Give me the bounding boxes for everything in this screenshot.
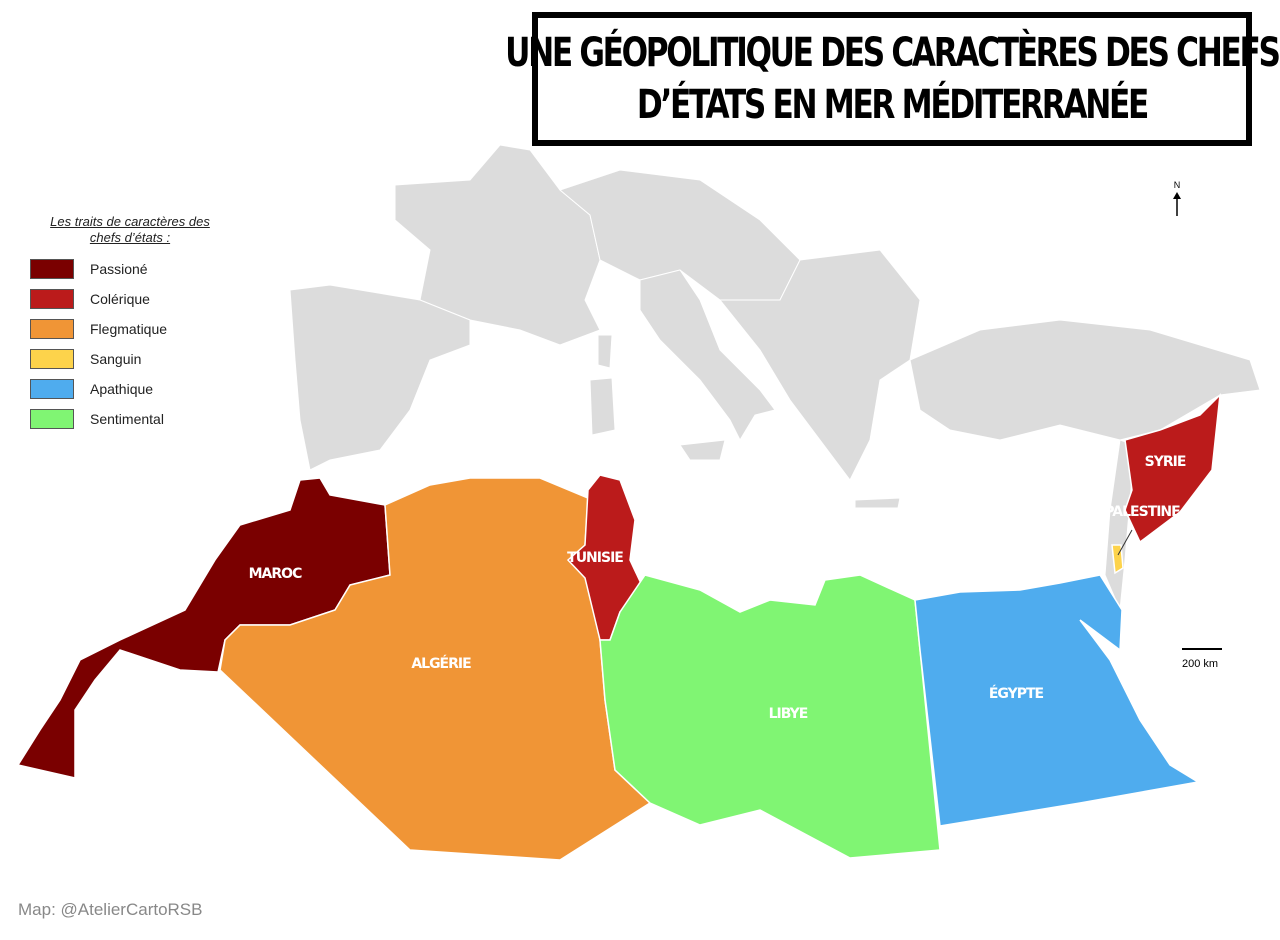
- land-iberia: [289, 284, 471, 471]
- legend: Les traits de caractères des chefs d’éta…: [30, 214, 230, 434]
- country-labels: MAROC ALGÉRIE TUNISIE LIBYE ÉGYPTE SYRIE…: [249, 454, 1187, 722]
- legend-title-2: chefs d’états :: [89, 230, 171, 245]
- scale-bar: 200 km: [1182, 648, 1222, 670]
- legend-swatch: [30, 379, 74, 399]
- label-maroc: MAROC: [249, 566, 302, 582]
- legend-label: Apathique: [90, 381, 154, 397]
- legend-label: Sentimental: [90, 411, 164, 427]
- land-crete: [854, 497, 901, 509]
- scale-line: [1182, 648, 1222, 650]
- land-sicily: [679, 439, 726, 461]
- label-palestine: PALESTINE: [1104, 504, 1180, 520]
- country-algerie: [219, 477, 652, 861]
- label-libye: LIBYE: [769, 706, 808, 722]
- land-balkans: [718, 249, 921, 481]
- legend-item: Colérique: [30, 284, 230, 314]
- legend-label: Sanguin: [90, 351, 142, 367]
- label-egypte: ÉGYPTE: [989, 685, 1044, 702]
- label-tunisie: TUNISIE: [567, 550, 623, 566]
- legend-item: Sentimental: [30, 404, 230, 434]
- legend-swatch: [30, 259, 74, 279]
- map-credit: Map: @AtelierCartoRSB: [18, 900, 203, 919]
- europe-background-land: [289, 144, 1261, 611]
- legend-swatch: [30, 289, 74, 309]
- legend-label: Passioné: [90, 261, 148, 277]
- title-line-1: UNE GÉOPOLITIQUE DES CARACTÈRES DES CHEF…: [505, 30, 1280, 76]
- country-egypte: [914, 574, 1201, 827]
- land-italy: [639, 269, 776, 442]
- land-corsica: [597, 334, 613, 369]
- country-syrie: [1124, 392, 1221, 544]
- legend-label: Flegmatique: [90, 321, 168, 337]
- title-line-2: D’ÉTATS EN MER MÉDITERRANÉE: [636, 82, 1149, 128]
- north-arrow-icon: [1173, 192, 1181, 216]
- scale-label: 200 km: [1182, 658, 1219, 670]
- legend-swatch: [30, 409, 74, 429]
- land-france: [394, 144, 601, 346]
- legend-item: Flegmatique: [30, 314, 230, 344]
- legend-label: Colérique: [90, 291, 150, 307]
- north-arrow: N: [1170, 180, 1184, 218]
- legend-item: Passioné: [30, 254, 230, 284]
- countries: [16, 392, 1221, 861]
- land-turkey: [909, 319, 1261, 441]
- legend-title-1: Les traits de caractères des: [50, 214, 210, 229]
- palestine-leader-line: [1117, 529, 1133, 556]
- legend-swatch: [30, 349, 74, 369]
- legend-item: Apathique: [30, 374, 230, 404]
- label-syrie: SYRIE: [1145, 454, 1186, 470]
- label-algerie: ALGÉRIE: [411, 655, 471, 672]
- land-sardinia: [589, 377, 616, 436]
- north-label: N: [1173, 180, 1181, 190]
- legend-swatch: [30, 319, 74, 339]
- legend-item: Sanguin: [30, 344, 230, 374]
- country-libye: [599, 574, 941, 859]
- title-box: UNE GÉOPOLITIQUE DES CARACTÈRES DES CHEF…: [505, 12, 1280, 146]
